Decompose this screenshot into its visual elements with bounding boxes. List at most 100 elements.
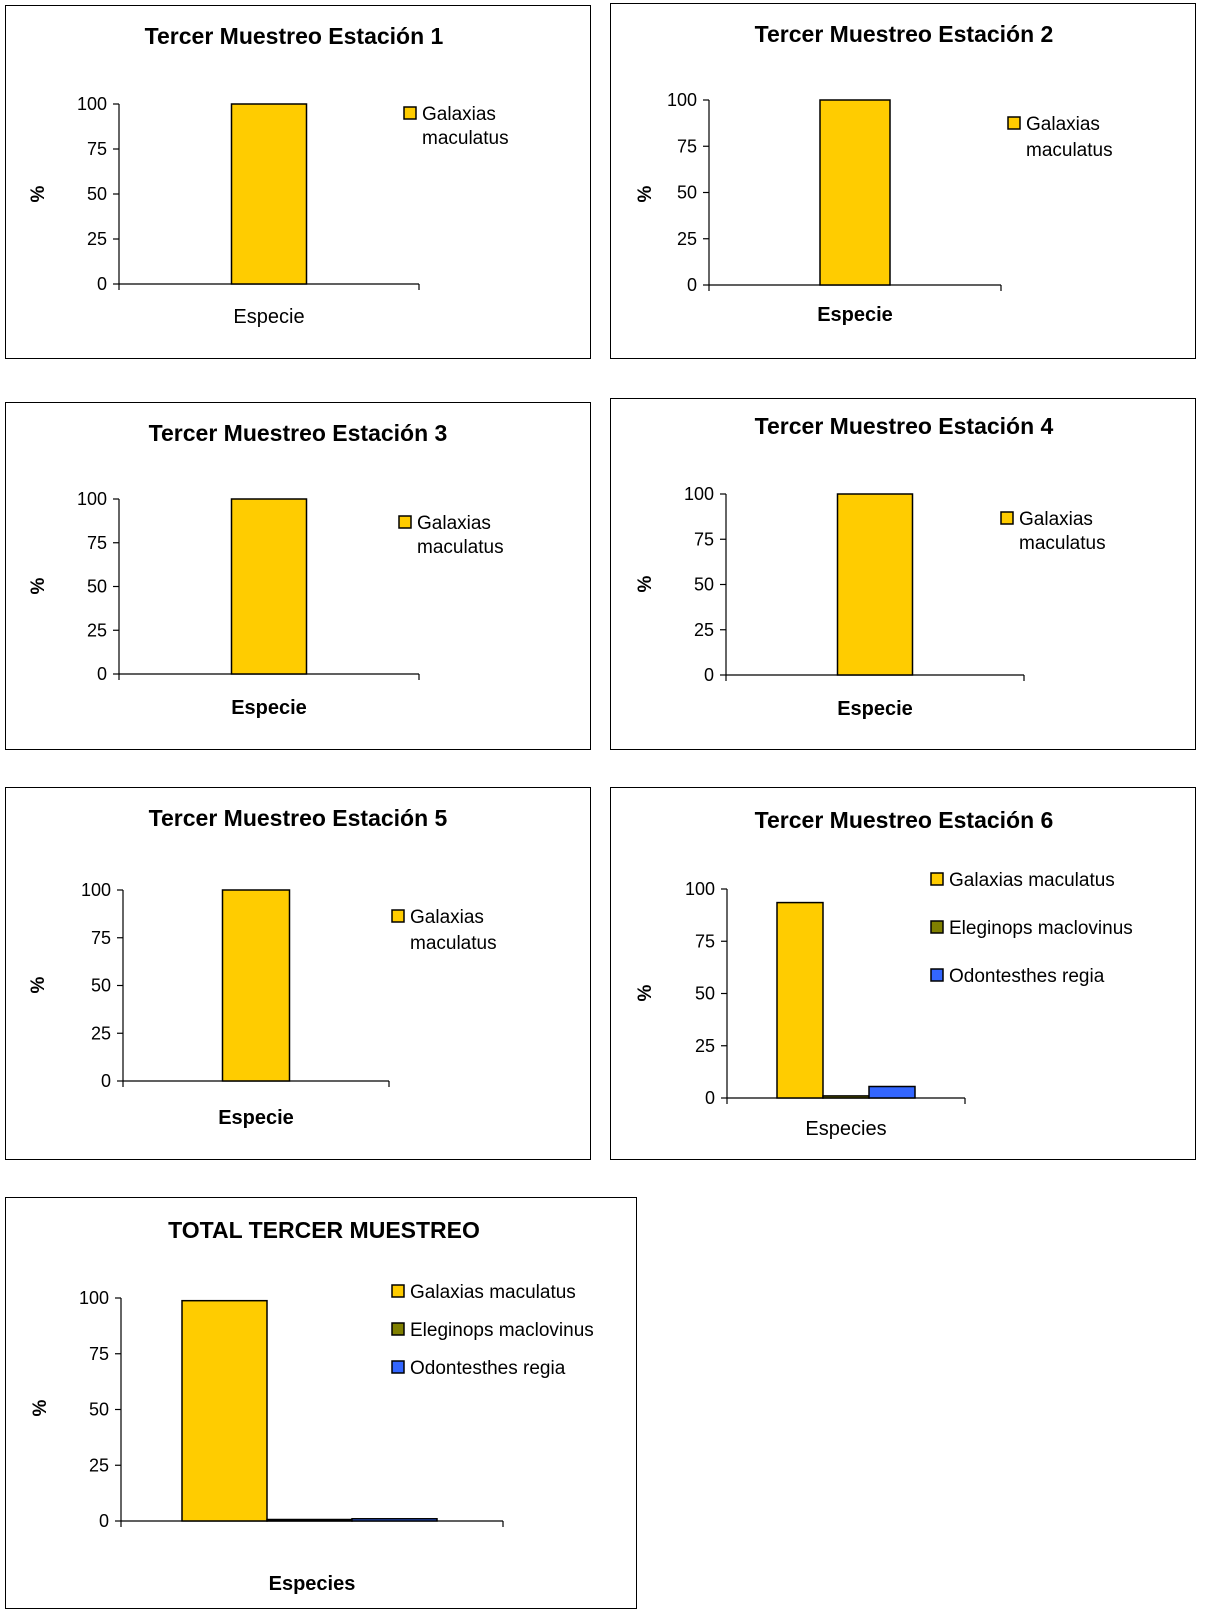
legend-label: maculatus [417, 537, 504, 558]
legend-swatch [391, 909, 405, 923]
legend-label: Galaxias [417, 513, 491, 534]
legend-label: Odontesthes regia [410, 1358, 566, 1379]
y-tick-label: 25 [87, 229, 107, 249]
y-tick-label: 25 [89, 1455, 109, 1475]
legend-label: Galaxias [1019, 509, 1093, 530]
bar [181, 1299, 268, 1522]
y-tick-label: 75 [89, 1344, 109, 1364]
y-axis-label: % [28, 185, 49, 202]
y-axis-label: % [30, 1399, 51, 1416]
y-tick-label: 50 [91, 976, 111, 996]
x-axis-label: Especie [233, 306, 304, 328]
chart-title: Tercer Muestreo Estación 4 [755, 413, 1054, 439]
y-tick-label: 50 [677, 183, 697, 203]
y-tick-label: 50 [695, 984, 715, 1004]
chart-svg: Tercer Muestreo Estación 2 0 25 50 75 100% Esp… [635, 21, 1113, 326]
y-tick-label: 0 [705, 1088, 715, 1108]
legend-swatch [1007, 116, 1021, 130]
y-tick-label: 100 [684, 484, 714, 504]
chart-svg: TOTAL TERCER MUESTREO 0 25 50 75 100% Especies… [30, 1217, 594, 1595]
legend-label: maculatus [1026, 140, 1113, 161]
chart-title: Tercer Muestreo Estación 5 [149, 805, 448, 831]
chart-title: TOTAL TERCER MUESTREO [168, 1217, 480, 1243]
legend-swatch [1000, 511, 1014, 525]
chart-title: Tercer Muestreo Estación 6 [755, 807, 1054, 833]
bar [819, 99, 891, 286]
y-tick-label: 100 [77, 489, 107, 509]
chart-panel-estacion-3: Tercer Muestreo Estación 3 0 25 50 75 100% Esp… [5, 402, 591, 750]
x-axis-label: Especie [231, 697, 307, 719]
legend-swatch [391, 1322, 405, 1336]
legend-swatch [391, 1284, 405, 1298]
y-axis-label: % [635, 575, 656, 592]
y-tick-label: 75 [694, 529, 714, 549]
y-tick-label: 50 [89, 1400, 109, 1420]
legend-label: maculatus [410, 933, 497, 954]
bar [776, 901, 824, 1099]
y-tick-label: 25 [87, 620, 107, 640]
y-tick-label: 75 [87, 533, 107, 553]
y-tick-label: 100 [685, 879, 715, 899]
bar [230, 498, 308, 675]
y-tick-label: 25 [694, 620, 714, 640]
legend-swatch [930, 872, 944, 886]
legend-swatch [398, 515, 412, 529]
chart-svg: Tercer Muestreo Estación 1 0 25 50 75 100% Esp… [28, 23, 509, 328]
chart-svg: Tercer Muestreo Estación 3 0 25 50 75 100% Esp… [28, 420, 504, 719]
legend-label: Galaxias maculatus [410, 1282, 576, 1303]
x-axis-label: Especie [837, 698, 913, 720]
chart-panel-estacion-5: Tercer Muestreo Estación 5 0 25 50 75 100% Esp… [5, 787, 591, 1160]
legend-swatch [391, 1360, 405, 1374]
y-tick-label: 100 [81, 880, 111, 900]
x-axis-label: Especie [817, 304, 893, 326]
chart-svg: Tercer Muestreo Estación 5 0 25 50 75 100% Esp… [28, 805, 497, 1129]
y-tick-label: 25 [695, 1036, 715, 1056]
y-tick-label: 0 [99, 1511, 109, 1531]
legend-swatch [403, 106, 417, 120]
chart-panel-estacion-2: Tercer Muestreo Estación 2 0 25 50 75 100% Esp… [610, 3, 1196, 359]
bar [868, 1085, 916, 1099]
chart-title: Tercer Muestreo Estación 3 [149, 420, 448, 446]
y-tick-label: 100 [77, 94, 107, 114]
x-axis-label: Especie [218, 1107, 294, 1129]
legend-label: Galaxias [410, 907, 484, 928]
bar [230, 103, 308, 285]
legend-label: Eleginops maclovinus [949, 918, 1133, 939]
legend-label: Eleginops maclovinus [410, 1320, 594, 1341]
chart-panel-estacion-4: Tercer Muestreo Estación 4 0 25 50 75 100% Esp… [610, 398, 1196, 750]
y-tick-label: 75 [677, 136, 697, 156]
y-tick-label: 50 [87, 577, 107, 597]
legend-swatch [930, 968, 944, 982]
y-tick-label: 75 [695, 931, 715, 951]
y-axis-label: % [28, 976, 49, 993]
chart-panel-estacion-1: Tercer Muestreo Estación 1 0 25 50 75 100% Esp… [5, 5, 591, 359]
y-tick-label: 50 [694, 575, 714, 595]
chart-panel-total: TOTAL TERCER MUESTREO 0 25 50 75 100% Especies… [5, 1197, 637, 1609]
x-axis-label: Especies [805, 1118, 886, 1140]
y-tick-label: 50 [87, 184, 107, 204]
bar [822, 1095, 870, 1099]
chart-title: Tercer Muestreo Estación 2 [755, 21, 1054, 47]
legend-label: Galaxias [1026, 114, 1100, 135]
bar [221, 889, 291, 1082]
y-tick-label: 100 [667, 90, 697, 110]
y-tick-label: 25 [91, 1023, 111, 1043]
y-axis-label: % [635, 185, 656, 202]
y-tick-label: 75 [87, 139, 107, 159]
y-tick-label: 0 [97, 664, 107, 684]
legend-label: maculatus [1019, 533, 1106, 554]
y-axis-label: % [28, 577, 49, 594]
legend-label: Odontesthes regia [949, 966, 1105, 987]
legend-label: Galaxias maculatus [949, 870, 1115, 891]
bar [351, 1518, 438, 1522]
bar [836, 493, 914, 676]
y-tick-label: 0 [704, 665, 714, 685]
legend-swatch [930, 920, 944, 934]
bar [266, 1518, 353, 1522]
chart-svg: Tercer Muestreo Estación 4 0 25 50 75 100% Esp… [635, 413, 1106, 720]
y-tick-label: 0 [101, 1071, 111, 1091]
chart-panel-estacion-6: Tercer Muestreo Estación 6 0 25 50 75 100% Esp… [610, 787, 1196, 1160]
y-tick-label: 0 [687, 275, 697, 295]
y-tick-label: 100 [79, 1288, 109, 1308]
y-axis-label: % [635, 984, 656, 1001]
